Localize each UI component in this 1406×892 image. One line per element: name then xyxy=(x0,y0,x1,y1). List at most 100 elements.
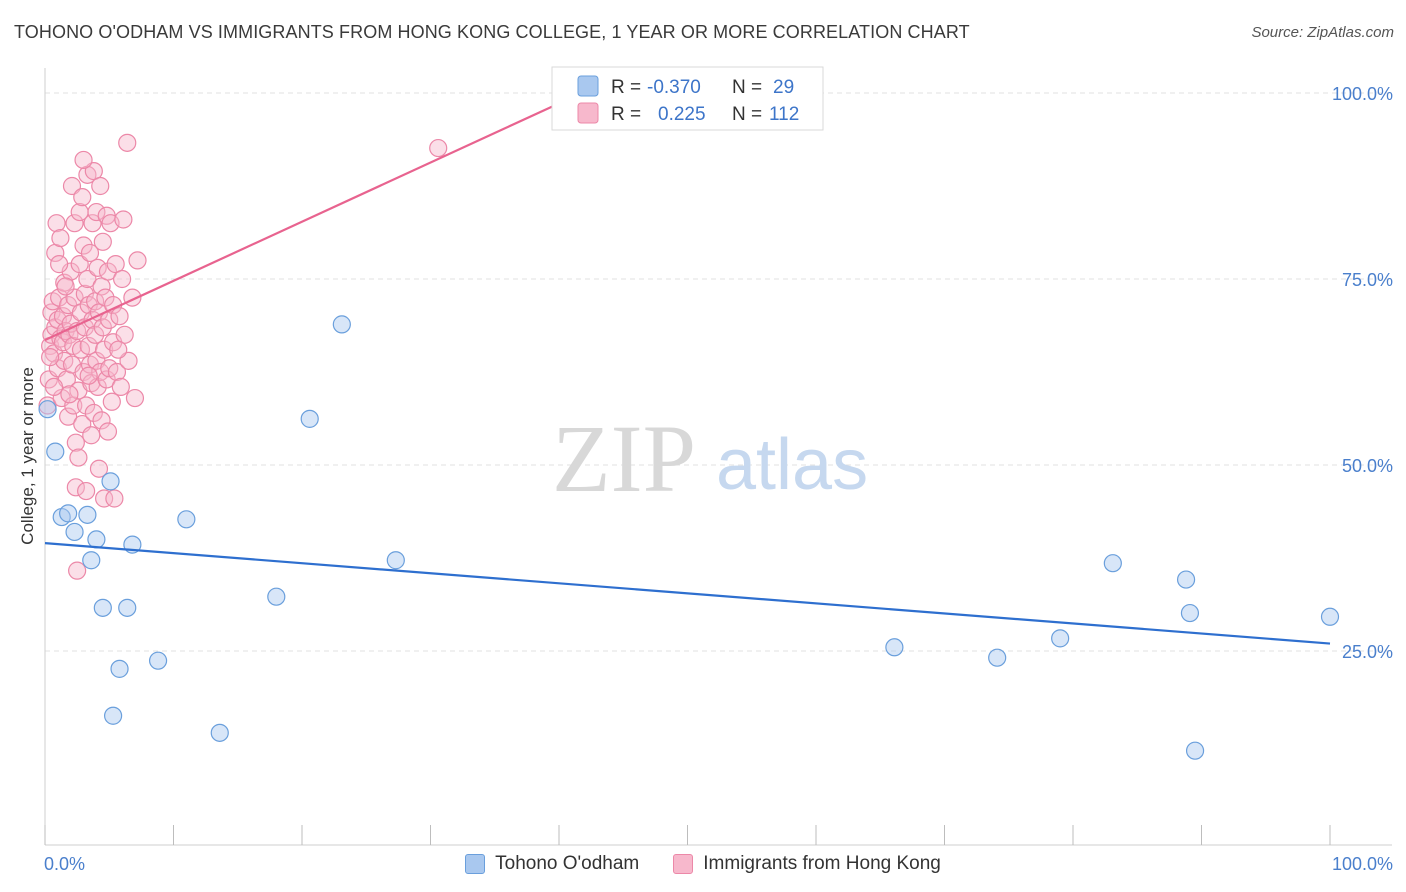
hong-kong-point xyxy=(73,188,92,207)
tohono-point xyxy=(148,651,168,670)
tohono-point xyxy=(1103,554,1122,573)
hong-kong-trend-line xyxy=(44,99,566,342)
tohono-point xyxy=(78,505,97,524)
hong-kong-point xyxy=(68,561,87,580)
stats-legend-blue-n-value: 29 xyxy=(773,77,794,98)
hong-kong-point xyxy=(60,385,79,404)
hong-kong-point xyxy=(111,377,130,396)
legend-swatch-hong-kong xyxy=(673,854,694,874)
tohono-point xyxy=(110,659,129,678)
hong-kong-point xyxy=(93,318,112,337)
hong-kong-point xyxy=(107,362,127,382)
tohono-point xyxy=(386,551,405,570)
watermark-atlas: atlas xyxy=(716,425,868,505)
tohono-point xyxy=(1185,741,1205,760)
hong-kong-point xyxy=(44,377,64,396)
hong-kong-point xyxy=(429,138,448,158)
hong-kong-point xyxy=(80,243,100,263)
hong-kong-point xyxy=(78,269,97,289)
hong-kong-point xyxy=(87,202,106,222)
hong-kong-point xyxy=(84,403,103,423)
hong-kong-point xyxy=(66,433,85,452)
hong-kong-point xyxy=(92,411,111,430)
tohono-point xyxy=(118,598,137,617)
tohono-point xyxy=(65,522,84,542)
series-tohono-points xyxy=(38,315,1340,760)
tohono-point xyxy=(59,504,78,523)
tohono-point xyxy=(1176,570,1196,589)
tohono-point xyxy=(177,510,196,529)
hong-kong-point xyxy=(125,388,145,408)
hong-kong-point xyxy=(119,351,138,370)
hong-kong-point xyxy=(74,236,93,255)
y-tick-label: 100.0% xyxy=(1332,84,1393,104)
hong-kong-point xyxy=(89,459,109,478)
hong-kong-point xyxy=(70,255,89,274)
legend-label-hong-kong: Immigrants from Hong Kong xyxy=(703,853,941,874)
hong-kong-point xyxy=(82,426,101,445)
legend-item-hong-kong: Immigrants from Hong Kong xyxy=(673,853,941,875)
tohono-point xyxy=(210,723,229,742)
hong-kong-point xyxy=(79,336,98,356)
tohono-point xyxy=(87,530,106,549)
tohono-point xyxy=(1051,629,1070,648)
hong-kong-point xyxy=(93,232,112,251)
hong-kong-point xyxy=(118,133,137,152)
chart-title: TOHONO O'ODHAM VS IMMIGRANTS FROM HONG K… xyxy=(14,22,970,42)
tohono-point xyxy=(104,706,123,725)
legend-swatch-tohono xyxy=(465,854,486,874)
hong-kong-point xyxy=(62,176,82,196)
tohono-point xyxy=(300,409,319,428)
hong-kong-point xyxy=(66,478,85,497)
tohono-trend-line xyxy=(44,542,1331,645)
stats-legend-blue-r-value: -0.370 xyxy=(647,77,701,98)
x-tick-labels: 0.0% 100.0% xyxy=(44,854,1393,874)
x-tick-label: 0.0% xyxy=(44,854,85,874)
watermark-zip: ZIP xyxy=(552,405,696,512)
hong-kong-point xyxy=(41,348,60,367)
hong-kong-point xyxy=(69,448,88,467)
hong-kong-point xyxy=(83,214,102,233)
hong-kong-point xyxy=(51,228,70,248)
hong-kong-point xyxy=(86,325,105,344)
hong-kong-point xyxy=(95,489,114,508)
tohono-point xyxy=(82,551,101,570)
hong-kong-point xyxy=(53,307,73,326)
bottom-legend: Tohono O'odham Immigrants from Hong Kong xyxy=(0,850,1406,878)
hong-kong-point xyxy=(98,262,118,281)
tohono-point xyxy=(1320,607,1340,626)
stats-legend-pink-r-label: R = xyxy=(611,104,641,125)
legend-item-tohono: Tohono O'odham xyxy=(465,853,639,875)
axes xyxy=(44,68,1392,846)
tohono-point xyxy=(93,598,112,617)
hong-kong-point xyxy=(112,269,132,289)
tohono-point xyxy=(885,638,904,657)
hong-kong-point xyxy=(56,277,75,296)
hong-kong-point xyxy=(91,176,110,196)
y-tick-label: 50.0% xyxy=(1342,456,1393,476)
series-hong-kong-points xyxy=(38,133,448,580)
stats-legend-blue-r-label: R = xyxy=(611,77,641,98)
tohono-point xyxy=(267,587,286,606)
stats-legend-blue-swatch xyxy=(577,75,599,97)
hong-kong-point xyxy=(114,210,133,229)
tohono-point xyxy=(988,648,1007,667)
hong-kong-point xyxy=(65,214,84,233)
hong-kong-point xyxy=(47,214,66,233)
hong-kong-point xyxy=(59,407,78,426)
stats-legend-pink-r-value: 0.225 xyxy=(658,104,706,125)
stats-legend-pink-n-value: 112 xyxy=(769,104,799,125)
hong-kong-point xyxy=(110,307,129,326)
stats-legend-pink-swatch xyxy=(577,102,599,124)
y-axis-label: College, 1 year or more xyxy=(18,367,37,545)
hong-kong-point xyxy=(77,396,96,415)
stats-legend: R = -0.370 N = 29 R = 0.225 N = 112 xyxy=(551,66,824,131)
trend-lines xyxy=(44,99,1331,645)
hong-kong-point xyxy=(102,392,121,411)
hong-kong-point xyxy=(77,481,96,501)
hong-kong-point xyxy=(53,333,73,352)
y-tick-label: 75.0% xyxy=(1342,270,1393,290)
tohono-point xyxy=(1180,603,1200,623)
hong-kong-point xyxy=(88,258,107,277)
